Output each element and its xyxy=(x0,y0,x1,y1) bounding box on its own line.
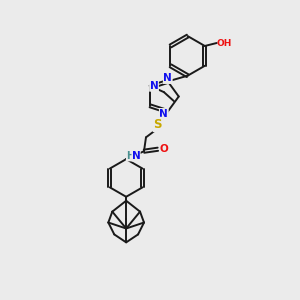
Text: S: S xyxy=(154,118,162,131)
Text: N: N xyxy=(132,151,140,161)
Text: N: N xyxy=(164,74,172,83)
Text: OH: OH xyxy=(217,38,232,47)
Text: N: N xyxy=(150,81,158,91)
Text: N: N xyxy=(159,109,168,118)
Text: H: H xyxy=(126,151,134,161)
Text: O: O xyxy=(160,144,169,154)
